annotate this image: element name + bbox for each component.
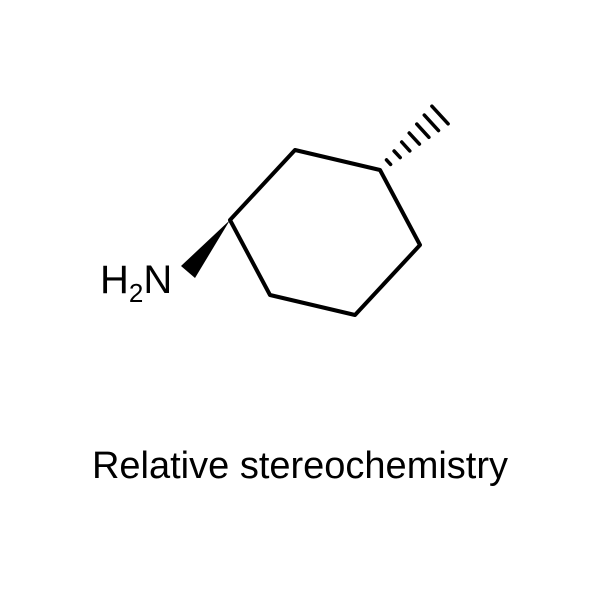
figure-canvas: H2N Relative stereochemistry bbox=[0, 0, 600, 600]
wedge-hashed-bond bbox=[387, 106, 449, 164]
wedge-solid-bond bbox=[181, 220, 230, 278]
structure-svg bbox=[0, 0, 600, 600]
cyclohexane-ring bbox=[230, 150, 420, 315]
caption-text: Relative stereochemistry bbox=[0, 445, 600, 488]
amine-sub: 2 bbox=[129, 278, 143, 308]
amine-n: N bbox=[143, 258, 172, 302]
amine-h: H bbox=[100, 258, 129, 302]
amine-label: H2N bbox=[100, 260, 172, 300]
